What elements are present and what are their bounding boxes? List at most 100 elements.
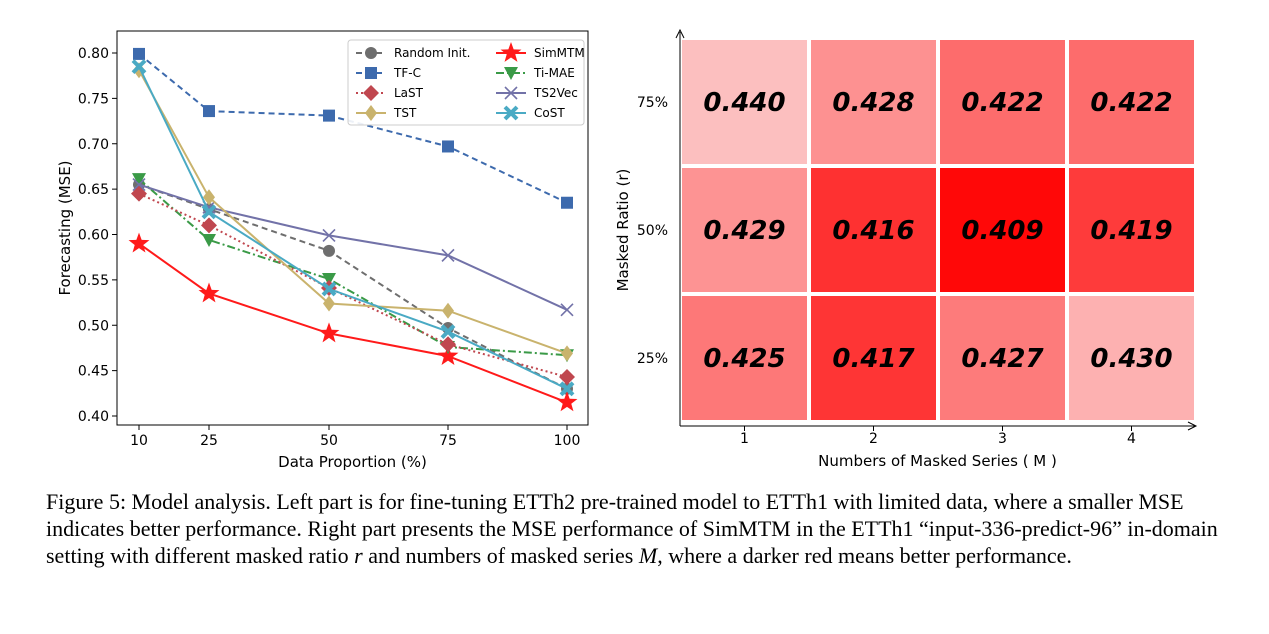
point-last-1 bbox=[201, 217, 217, 234]
legend-label-tf-c: TF-C bbox=[393, 66, 421, 80]
y-axis-label: Forecasting (MSE) bbox=[56, 160, 74, 295]
point-ti-mae-2 bbox=[322, 272, 336, 286]
figure-caption: Figure 5: Model analysis. Left part is f… bbox=[46, 488, 1226, 569]
point-tf-c-3 bbox=[442, 140, 454, 153]
point-cost-4 bbox=[559, 381, 575, 397]
series-cost bbox=[131, 59, 575, 397]
point-simmtm-2 bbox=[318, 322, 340, 343]
heatmap-cell-rect-r1-c1 bbox=[811, 168, 936, 292]
point-last-0 bbox=[131, 185, 147, 202]
legend: Random Init. SimMTM TF-C Ti-MAE LaST TS2Vec TS… bbox=[347, 39, 585, 126]
point-ti-mae-1 bbox=[202, 233, 216, 247]
point-tf-c-2 bbox=[323, 109, 335, 122]
y-tick-label-7: 0.75 bbox=[78, 91, 109, 107]
heatmap-cell-value-r2-c0: 0.425 bbox=[703, 344, 785, 374]
heatmap-cell-rect-r1-c3 bbox=[1069, 168, 1194, 292]
caption-text-1: Figure 5: Model analysis. Left part is f… bbox=[46, 489, 1218, 568]
y-tick-label-2: 0.50 bbox=[78, 318, 109, 334]
heatmap-cell-value-r0-c2: 0.422 bbox=[961, 88, 1043, 118]
heatmap-cell-r1-c1: 0.416 bbox=[811, 168, 936, 292]
heatmap-x-axis-label: Numbers of Masked Series ( M ) bbox=[818, 452, 1057, 470]
point-tst-1 bbox=[203, 189, 215, 206]
x-tick-label-3: 75 bbox=[439, 433, 457, 449]
series-line-last bbox=[138, 192, 568, 378]
heatmap-x-tick-label-1: 2 bbox=[869, 431, 878, 447]
point-tf-c-4 bbox=[561, 196, 573, 209]
heatmap-x-tick-label-3: 4 bbox=[1127, 431, 1136, 447]
heatmap-cell-value-r2-c2: 0.427 bbox=[961, 344, 1044, 374]
legend-marker-ts2vec bbox=[504, 86, 518, 100]
legend-label-tst: TST bbox=[393, 106, 417, 120]
heatmap-cell-r0-c2: 0.422 bbox=[940, 40, 1065, 164]
heatmap-cell-r2-c2: 0.427 bbox=[940, 296, 1065, 420]
series-ts2vec bbox=[132, 178, 574, 317]
x-axis-label: Data Proportion (%) bbox=[278, 453, 427, 471]
series-tf-c bbox=[133, 47, 573, 209]
legend-marker-simmtm bbox=[500, 42, 522, 62]
heatmap-cell-r2-c1: 0.417 bbox=[811, 296, 936, 420]
y-tick-label-5: 0.65 bbox=[78, 182, 109, 198]
heatmap-cell-r0-c3: 0.422 bbox=[1069, 40, 1194, 164]
point-ts2vec-4 bbox=[560, 303, 574, 317]
heatmap-cell-r2-c0: 0.425 bbox=[682, 296, 807, 420]
heatmap-cell-value-r1-c0: 0.429 bbox=[703, 216, 785, 246]
point-random-init-2 bbox=[323, 244, 335, 257]
point-cost-0 bbox=[131, 59, 147, 75]
y-tick-label-6: 0.70 bbox=[78, 137, 109, 153]
x-tick-label-1: 25 bbox=[200, 433, 218, 449]
heatmap-cell-r2-c3: 0.430 bbox=[1069, 296, 1194, 420]
y-tick-label-1: 0.45 bbox=[78, 364, 109, 380]
heatmap-y-arrow bbox=[675, 28, 685, 39]
caption-var-r: r bbox=[354, 543, 363, 568]
caption-text-2: and numbers of masked series bbox=[368, 543, 634, 568]
legend-label-ts2vec: TS2Vec bbox=[533, 86, 578, 100]
x-tick-label-4: 100 bbox=[554, 433, 581, 449]
line-chart: 0.40 0.45 0.50 0.55 0.60 0.65 0.70 0.75 0.80 10 25… bbox=[56, 30, 589, 471]
point-cost-2 bbox=[321, 281, 337, 297]
heatmap-cell-r1-c2: 0.409 bbox=[940, 168, 1065, 292]
point-simmtm-3 bbox=[437, 345, 459, 365]
point-last-4 bbox=[559, 368, 575, 385]
heatmap-cell-value-r1-c2: 0.409 bbox=[961, 216, 1043, 246]
point-tf-c-0 bbox=[133, 47, 145, 60]
heatmap-cell-rect-r2-c1 bbox=[811, 296, 936, 420]
point-ts2vec-2 bbox=[322, 228, 336, 242]
point-simmtm-0 bbox=[128, 232, 150, 253]
y-tick-label-4: 0.60 bbox=[78, 228, 109, 244]
heatmap-cell-r1-c3: 0.419 bbox=[1069, 168, 1194, 292]
heatmap-cell-value-r1-c1: 0.416 bbox=[832, 216, 914, 246]
point-ts2vec-0 bbox=[132, 178, 146, 192]
legend-marker-random-init bbox=[365, 47, 377, 59]
point-last-3 bbox=[440, 336, 456, 353]
heatmap-cell-value-r2-c3: 0.430 bbox=[1090, 344, 1172, 374]
heatmap-y-tick-label-0: 75% bbox=[637, 95, 668, 111]
heatmap-y-tick-label-2: 25% bbox=[637, 351, 668, 367]
heatmap-cell-rect-r0-c3 bbox=[1069, 40, 1194, 164]
y-tick-label-0: 0.40 bbox=[78, 409, 109, 425]
series-simmtm bbox=[128, 232, 578, 412]
heatmap-cell-rect-r2-c2 bbox=[940, 296, 1065, 420]
heatmap-cell-value-r1-c3: 0.419 bbox=[1090, 216, 1172, 246]
heatmap-x-tick-label-2: 3 bbox=[998, 431, 1007, 447]
legend-marker-tf-c bbox=[365, 67, 377, 79]
heatmap: 0.440 0.428 0.422 0.422 0.429 0.416 0.409 0.419… bbox=[614, 28, 1198, 470]
legend-label-random-init: Random Init. bbox=[394, 46, 471, 60]
heatmap-y-axis-label: Masked Ratio (r) bbox=[614, 169, 632, 292]
heatmap-cell-value-r0-c0: 0.440 bbox=[703, 88, 785, 118]
legend-marker-ti-mae bbox=[504, 67, 518, 80]
point-cost-1 bbox=[201, 204, 217, 220]
x-tick-label-0: 10 bbox=[130, 433, 148, 449]
heatmap-cell-rect-r0-c2 bbox=[940, 40, 1065, 164]
plot-frame bbox=[116, 30, 589, 426]
point-tf-c-1 bbox=[203, 105, 215, 118]
caption-var-M: M bbox=[638, 543, 658, 568]
heatmap-cell-rect-r0-c1 bbox=[811, 40, 936, 164]
point-tst-3 bbox=[442, 302, 454, 319]
heatmap-y-tick-label-1: 50% bbox=[637, 223, 668, 239]
legend-label-ti-mae: Ti-MAE bbox=[533, 66, 575, 80]
heatmap-cell-r0-c0: 0.440 bbox=[682, 40, 807, 164]
x-tick-label-2: 50 bbox=[320, 433, 338, 449]
legend-label-simmtm: SimMTM bbox=[534, 46, 585, 60]
heatmap-x-tick-label-0: 1 bbox=[740, 431, 749, 447]
